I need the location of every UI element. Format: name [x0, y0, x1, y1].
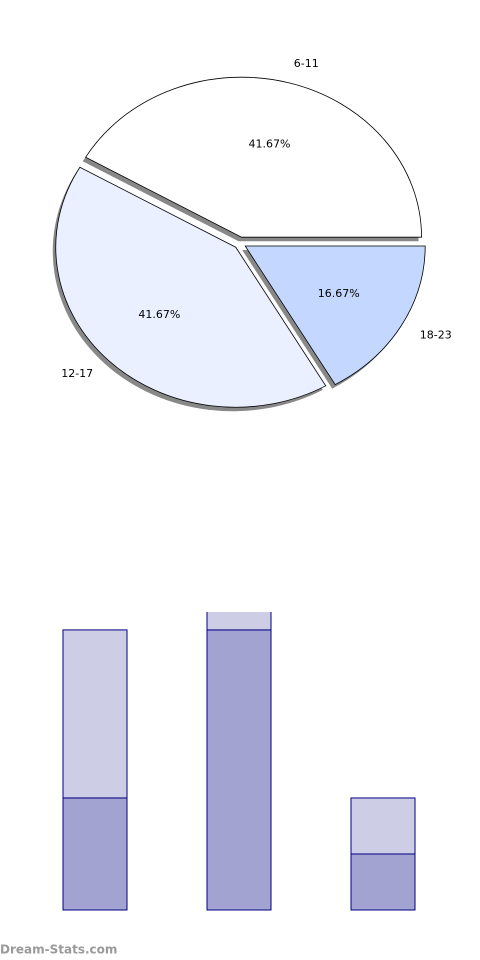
bar-segment: [350, 853, 416, 911]
slice-label: 6-11: [294, 57, 319, 70]
slice-percent: 16.67%: [318, 287, 360, 300]
bar-segment: [62, 797, 128, 911]
pie-slice: [244, 245, 426, 386]
footer: Dream-Stats.com: [0, 943, 117, 957]
pie-slice: [55, 166, 327, 408]
bar-segment: [62, 629, 128, 799]
slice-label: 18-23: [420, 329, 452, 342]
pie-slice: [85, 76, 422, 238]
bar-segment: [206, 612, 272, 631]
slice-percent: 41.67%: [249, 137, 291, 150]
bar-segment: [350, 797, 416, 855]
plot-area: [62, 612, 416, 911]
slice-label: 12-17: [61, 367, 93, 380]
slice-percent: 41.67%: [138, 308, 180, 321]
bar-segment: [206, 629, 272, 911]
